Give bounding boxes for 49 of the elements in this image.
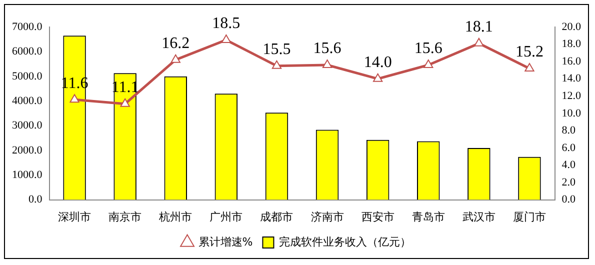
point bbox=[424, 60, 434, 68]
point bbox=[170, 54, 180, 63]
legend-label: 累计增速% bbox=[198, 235, 253, 248]
y2-tick-label: 18.0 bbox=[562, 38, 582, 50]
y2-tick-label: 10.0 bbox=[562, 107, 582, 120]
x-tick-label: 厦门市 bbox=[512, 210, 546, 224]
data-label: 15.6 bbox=[313, 40, 342, 58]
x-tick-label: 武汉市 bbox=[462, 210, 496, 224]
x-tick-label: 西安市 bbox=[361, 210, 394, 224]
y2-tick-label: 6.0 bbox=[562, 142, 576, 154]
point bbox=[372, 73, 383, 82]
x-tick-label: 南京市 bbox=[108, 210, 142, 224]
y-tick-label: 2000.0 bbox=[12, 144, 43, 156]
data-label: 15.5 bbox=[262, 41, 291, 58]
y2-tick-label: 20.0 bbox=[562, 20, 582, 33]
y2-tick-label: 16.0 bbox=[562, 55, 582, 68]
y-tick-label: 3000.0 bbox=[12, 120, 43, 132]
data-label: 15.6 bbox=[414, 40, 442, 58]
x-tick-label: 深圳市 bbox=[58, 210, 92, 224]
y2-tick-label: 0.0 bbox=[562, 194, 576, 206]
data-label: 18.5 bbox=[212, 15, 240, 32]
point bbox=[474, 38, 484, 46]
y2-tick-label: 4.0 bbox=[562, 159, 576, 172]
x-tick-label: 广州市 bbox=[210, 210, 243, 224]
x-tick-label: 青岛市 bbox=[412, 210, 445, 224]
data-label: 16.2 bbox=[162, 35, 190, 52]
point bbox=[70, 94, 80, 103]
point bbox=[524, 62, 534, 72]
legend-label: 完成软件业务收入（亿元） bbox=[279, 235, 412, 248]
data-label: 18.1 bbox=[464, 18, 493, 36]
y2-tick-label: 14.0 bbox=[562, 72, 582, 85]
y-tick-label: 7000.0 bbox=[12, 20, 43, 33]
y2-tick-label: 2.0 bbox=[562, 176, 576, 188]
point bbox=[272, 60, 282, 69]
x-tick-label: 济南市 bbox=[310, 210, 344, 224]
point bbox=[322, 60, 332, 68]
data-label: 15.2 bbox=[515, 44, 544, 61]
x-tick-label: 杭州市 bbox=[158, 210, 192, 224]
y-tick-label: 4000.0 bbox=[12, 94, 43, 107]
y2-tick-label: 8.0 bbox=[562, 124, 576, 137]
y-tick-label: 5000.0 bbox=[12, 70, 43, 82]
x-tick-label: 成都市 bbox=[260, 210, 294, 224]
point bbox=[221, 34, 232, 43]
point bbox=[120, 98, 130, 107]
data-label: 14.0 bbox=[364, 54, 392, 72]
y-tick-label: 0.0 bbox=[28, 194, 43, 206]
y-tick-label: 6000.0 bbox=[12, 46, 43, 58]
y2-tick-label: 12.0 bbox=[562, 90, 582, 102]
y-tick-label: 1000.0 bbox=[12, 169, 43, 182]
